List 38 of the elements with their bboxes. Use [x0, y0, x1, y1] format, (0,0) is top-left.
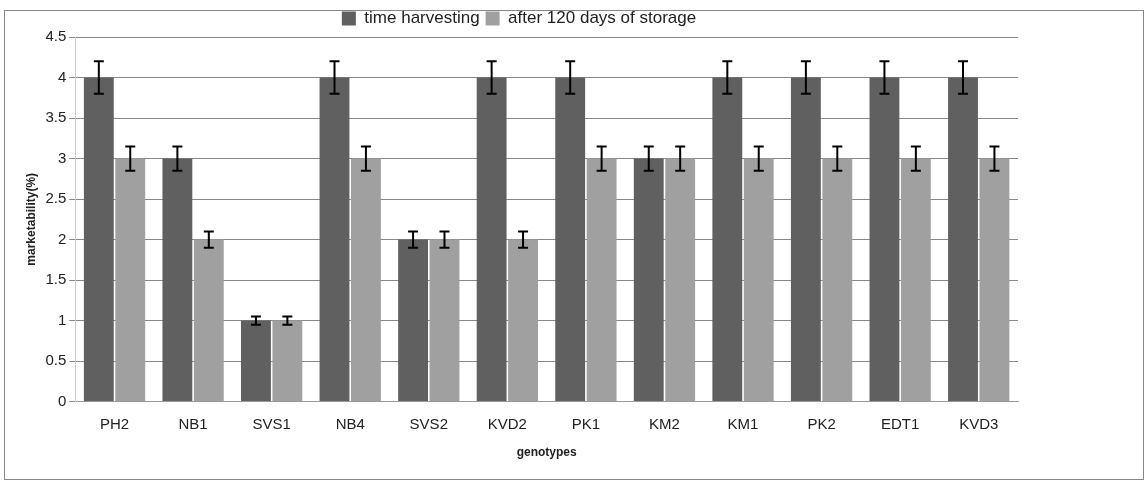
y-tick-label: 2 [57, 229, 67, 247]
y-tick-label: 4.5 [45, 27, 67, 45]
x-tick-label: PK2 [807, 414, 836, 432]
x-tick-label: KVD3 [959, 414, 999, 432]
bar [712, 77, 743, 402]
x-tick-label: PK1 [571, 414, 601, 432]
x-tick-label: NB4 [335, 414, 365, 432]
y-tick-label: 3.5 [45, 108, 67, 126]
legend-label: time harvesting [364, 8, 480, 28]
y-axis-title: marketability(%) [23, 172, 38, 266]
y-tick-label: 0 [57, 391, 67, 409]
y-tick-label: 3 [57, 148, 67, 166]
bar [948, 77, 978, 402]
bar [398, 239, 428, 402]
bar [319, 77, 350, 402]
x-tick-label: SVS2 [409, 414, 448, 432]
y-tick-label: 1.5 [45, 270, 67, 288]
bar [790, 77, 821, 402]
y-tick-label: 1 [57, 310, 67, 328]
x-tick-label: SVS1 [252, 414, 291, 432]
y-tick-label: 4 [57, 67, 67, 85]
x-axis-title: genotypes [516, 445, 577, 460]
bar [162, 158, 193, 402]
bar [241, 320, 271, 402]
bar [869, 77, 900, 402]
bar [633, 158, 664, 402]
x-tick-label: KVD2 [487, 414, 527, 432]
y-tick-label: 0.5 [45, 351, 67, 369]
bar [555, 77, 586, 402]
x-tick-label: EDT1 [880, 414, 920, 432]
x-tick-label: KM1 [727, 414, 759, 432]
x-tick-label: NB1 [178, 414, 208, 432]
legend-label: after 120 days of storage [508, 8, 697, 28]
bar [476, 77, 507, 402]
x-tick-label: PH2 [99, 414, 130, 432]
y-tick-label: 2.5 [45, 189, 67, 207]
x-tick-label: KM2 [649, 414, 680, 432]
bar [83, 77, 114, 402]
